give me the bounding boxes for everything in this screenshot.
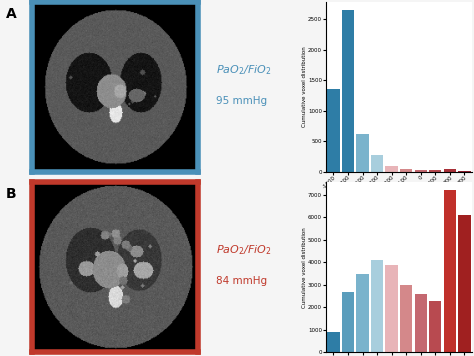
X-axis label: Hounsfield Units: Hounsfield Units <box>373 191 425 196</box>
Text: A: A <box>6 7 17 21</box>
Bar <box>342 10 354 172</box>
Y-axis label: Cumulative voxel distribution: Cumulative voxel distribution <box>301 227 307 308</box>
Bar <box>385 265 398 352</box>
Text: PaO$_2$/FiO$_2$: PaO$_2$/FiO$_2$ <box>216 63 272 77</box>
Y-axis label: Cumulative voxel distribution: Cumulative voxel distribution <box>301 47 307 127</box>
Bar <box>400 169 412 172</box>
Bar <box>458 215 471 352</box>
Bar <box>444 169 456 172</box>
Bar <box>429 301 441 352</box>
Bar <box>429 170 441 172</box>
Bar <box>342 292 354 352</box>
Text: B: B <box>6 187 16 201</box>
Bar <box>328 89 340 172</box>
Text: 95 mmHg: 95 mmHg <box>216 95 267 105</box>
Bar <box>371 260 383 352</box>
Bar <box>415 294 427 352</box>
Bar <box>444 190 456 352</box>
Bar <box>356 134 369 172</box>
Bar <box>400 285 412 352</box>
Bar <box>385 167 398 172</box>
Bar <box>328 332 340 352</box>
Bar <box>356 274 369 352</box>
Text: PaO$_2$/FiO$_2$: PaO$_2$/FiO$_2$ <box>216 244 272 257</box>
Text: 84 mmHg: 84 mmHg <box>216 276 267 286</box>
Bar <box>371 156 383 172</box>
Bar <box>458 171 471 172</box>
Bar <box>415 169 427 172</box>
